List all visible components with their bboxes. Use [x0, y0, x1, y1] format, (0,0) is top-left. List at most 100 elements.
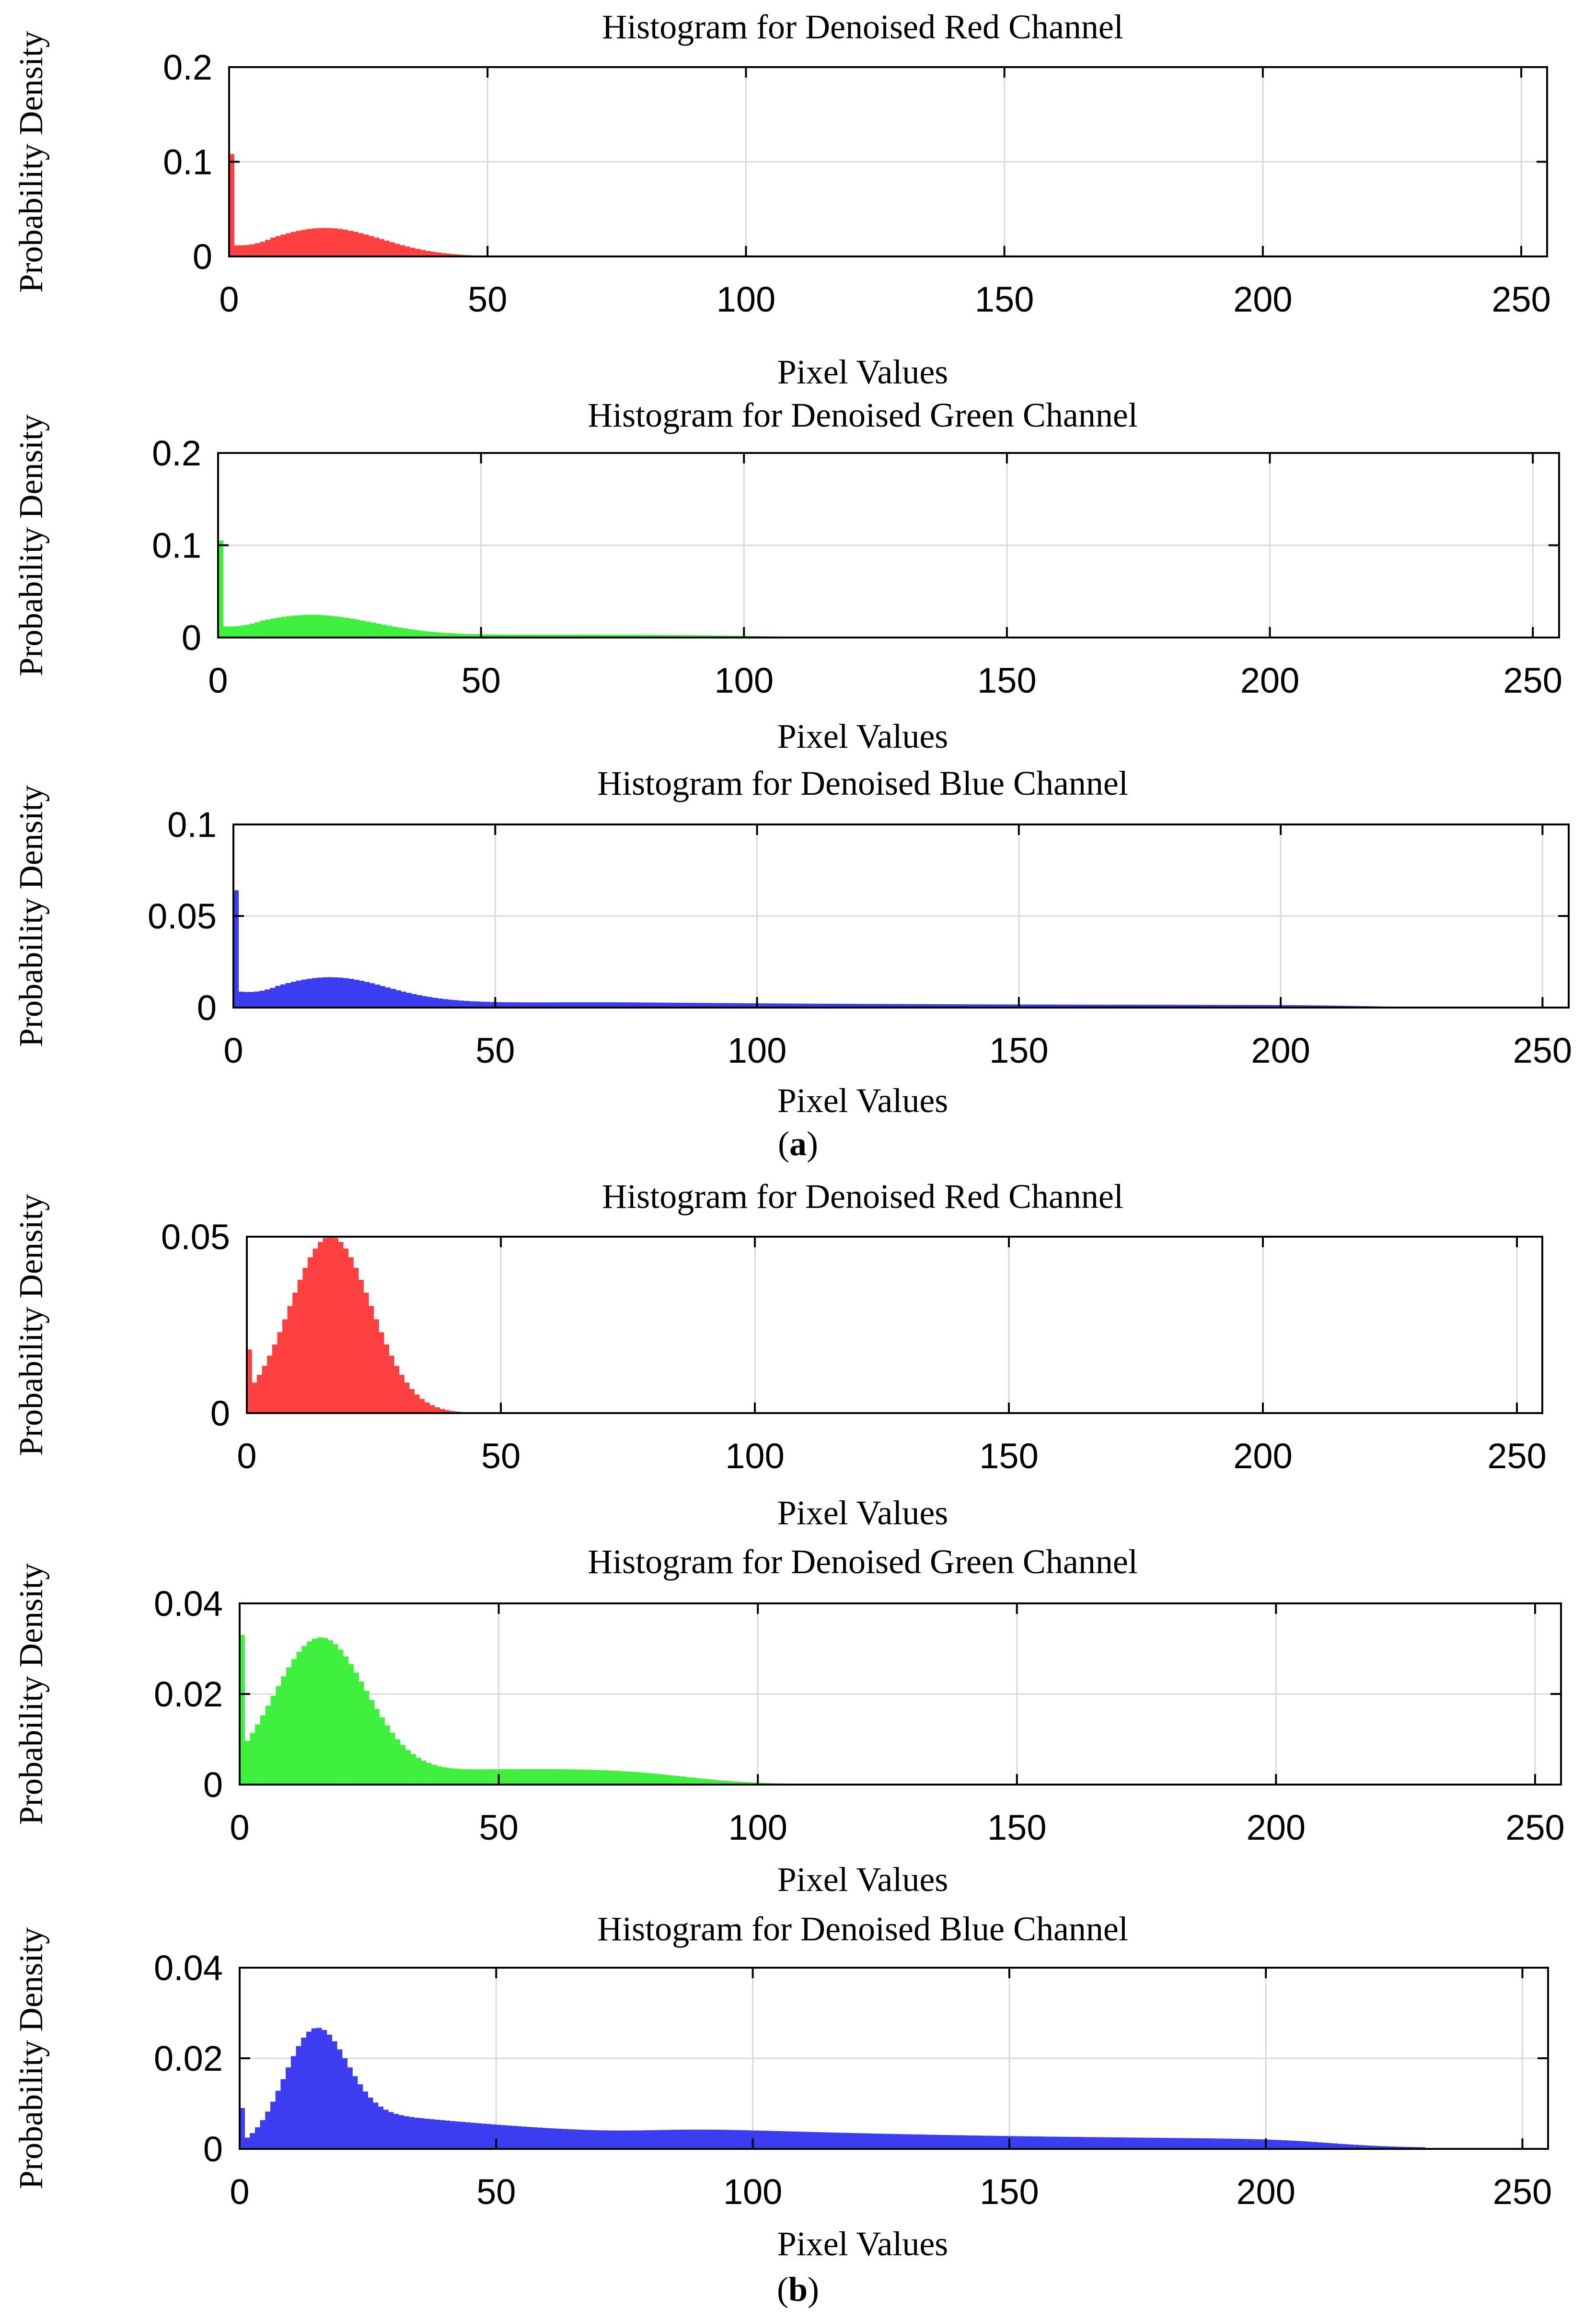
histogram-bar [556, 1769, 561, 1785]
histogram-bar [376, 624, 381, 638]
histogram-bar [1107, 2137, 1112, 2149]
histogram-bar [383, 2110, 389, 2149]
histogram-bar [430, 1405, 435, 1413]
histogram-bar [660, 2130, 666, 2149]
histogram-bar [270, 988, 275, 1008]
histogram-bar [486, 2124, 491, 2149]
histogram-bar [291, 1659, 297, 1785]
histogram-bar [405, 1750, 411, 1785]
histogram-bar [623, 1772, 628, 1785]
histogram-bar [527, 2127, 532, 2149]
histogram-bar [297, 615, 302, 638]
histogram-bar [322, 228, 327, 256]
x-tick-label: 0 [223, 1031, 243, 1070]
histogram-bar [645, 2130, 650, 2149]
histogram-bar [871, 2134, 876, 2149]
histogram-bar [1245, 2139, 1250, 2149]
histogram-bar [250, 244, 255, 256]
x-tick-label: 250 [1492, 279, 1550, 319]
x-axis-label: Pixel Values [777, 353, 948, 391]
histogram-bar [272, 1345, 278, 1413]
histogram-bar [312, 1639, 317, 1785]
histogram-bar [415, 249, 420, 256]
histogram-bar [856, 2133, 861, 2149]
histogram-bar [355, 620, 360, 638]
histogram-bar [308, 615, 313, 638]
histogram-bar [784, 2132, 789, 2149]
histogram-bar [473, 1770, 478, 1785]
x-tick-label: 50 [468, 279, 507, 319]
histogram-bar [634, 1772, 639, 1785]
histogram-bar [328, 1237, 334, 1413]
histogram-bar [354, 1673, 359, 1785]
histogram-bar [327, 2035, 332, 2149]
x-tick-label: 0 [230, 2172, 249, 2212]
histogram-bar [358, 2085, 363, 2149]
histogram-bar [545, 1769, 551, 1785]
histogram-bar [296, 231, 301, 256]
histogram-bar [267, 1356, 272, 1413]
histogram-bar [1158, 2138, 1163, 2149]
histogram-bar [1112, 2137, 1117, 2149]
histogram-bar [333, 977, 338, 1008]
y-tick-label: 0.1 [167, 805, 217, 845]
histogram-bar [583, 2130, 589, 2149]
histogram-bar [587, 1770, 592, 1785]
histogram-bar [809, 2132, 814, 2149]
histogram-bar [338, 978, 344, 1008]
histogram-bar [266, 2111, 271, 2149]
x-tick-label: 150 [977, 661, 1036, 700]
histogram-bar [312, 229, 317, 256]
histogram-bar [640, 2131, 645, 2149]
y-tick-label: 0 [203, 2129, 223, 2169]
histogram-bar [1117, 2137, 1122, 2149]
y-axis-label: Probability Density [13, 1563, 50, 1825]
histogram-bar [303, 1268, 308, 1413]
histogram-bar [265, 989, 270, 1008]
histogram-bar [1143, 2138, 1148, 2149]
histogram-bar [742, 2130, 748, 2149]
histogram-bar [229, 626, 234, 638]
histogram-bar [266, 1706, 271, 1785]
histogram-bar [979, 2136, 984, 2149]
histogram-bar [1019, 2136, 1025, 2149]
histogram-bar [378, 2107, 383, 2149]
histogram-bar [1220, 2139, 1225, 2149]
y-tick-label: 0 [182, 618, 201, 658]
histogram-bar [348, 1257, 354, 1413]
x-tick-label: 150 [987, 1808, 1046, 1847]
histogram-bar [318, 615, 323, 638]
histogram-bar [1081, 2137, 1087, 2149]
histogram-bar [287, 616, 292, 638]
histogram-bar [415, 1395, 420, 1413]
histogram-bar [438, 998, 443, 1008]
histogram-bar [342, 2058, 347, 2149]
histogram-bar [582, 1770, 587, 1785]
histogram-bar [302, 1646, 307, 1785]
y-tick-label: 0.2 [163, 47, 212, 87]
histogram-bar [270, 2102, 276, 2149]
histogram-bar [389, 243, 394, 256]
histogram-bar [680, 1776, 685, 1785]
histogram-bar [717, 2130, 722, 2149]
histogram-bar [773, 2131, 778, 2149]
x-axis-label: Pixel Values [777, 1494, 948, 1532]
histogram-bar [589, 2130, 594, 2149]
histogram-bar [364, 982, 370, 1008]
y-axis-label: Probability Density [13, 1194, 50, 1456]
histogram-bar [291, 232, 296, 256]
histogram-bar [1091, 2137, 1097, 2149]
histogram-bar [317, 2028, 322, 2149]
histogram-bar [286, 1668, 291, 1785]
x-axis-label: Pixel Values [777, 2225, 948, 2263]
histogram-bar [370, 623, 376, 638]
histogram-bar [599, 2131, 604, 2149]
histogram-bar [416, 995, 422, 1008]
histogram-bar [276, 1686, 281, 1785]
histogram-bar [442, 1767, 447, 1785]
histogram-bar [465, 2123, 471, 2149]
histogram-bar [1225, 2139, 1230, 2149]
histogram-bar [364, 1293, 369, 1413]
